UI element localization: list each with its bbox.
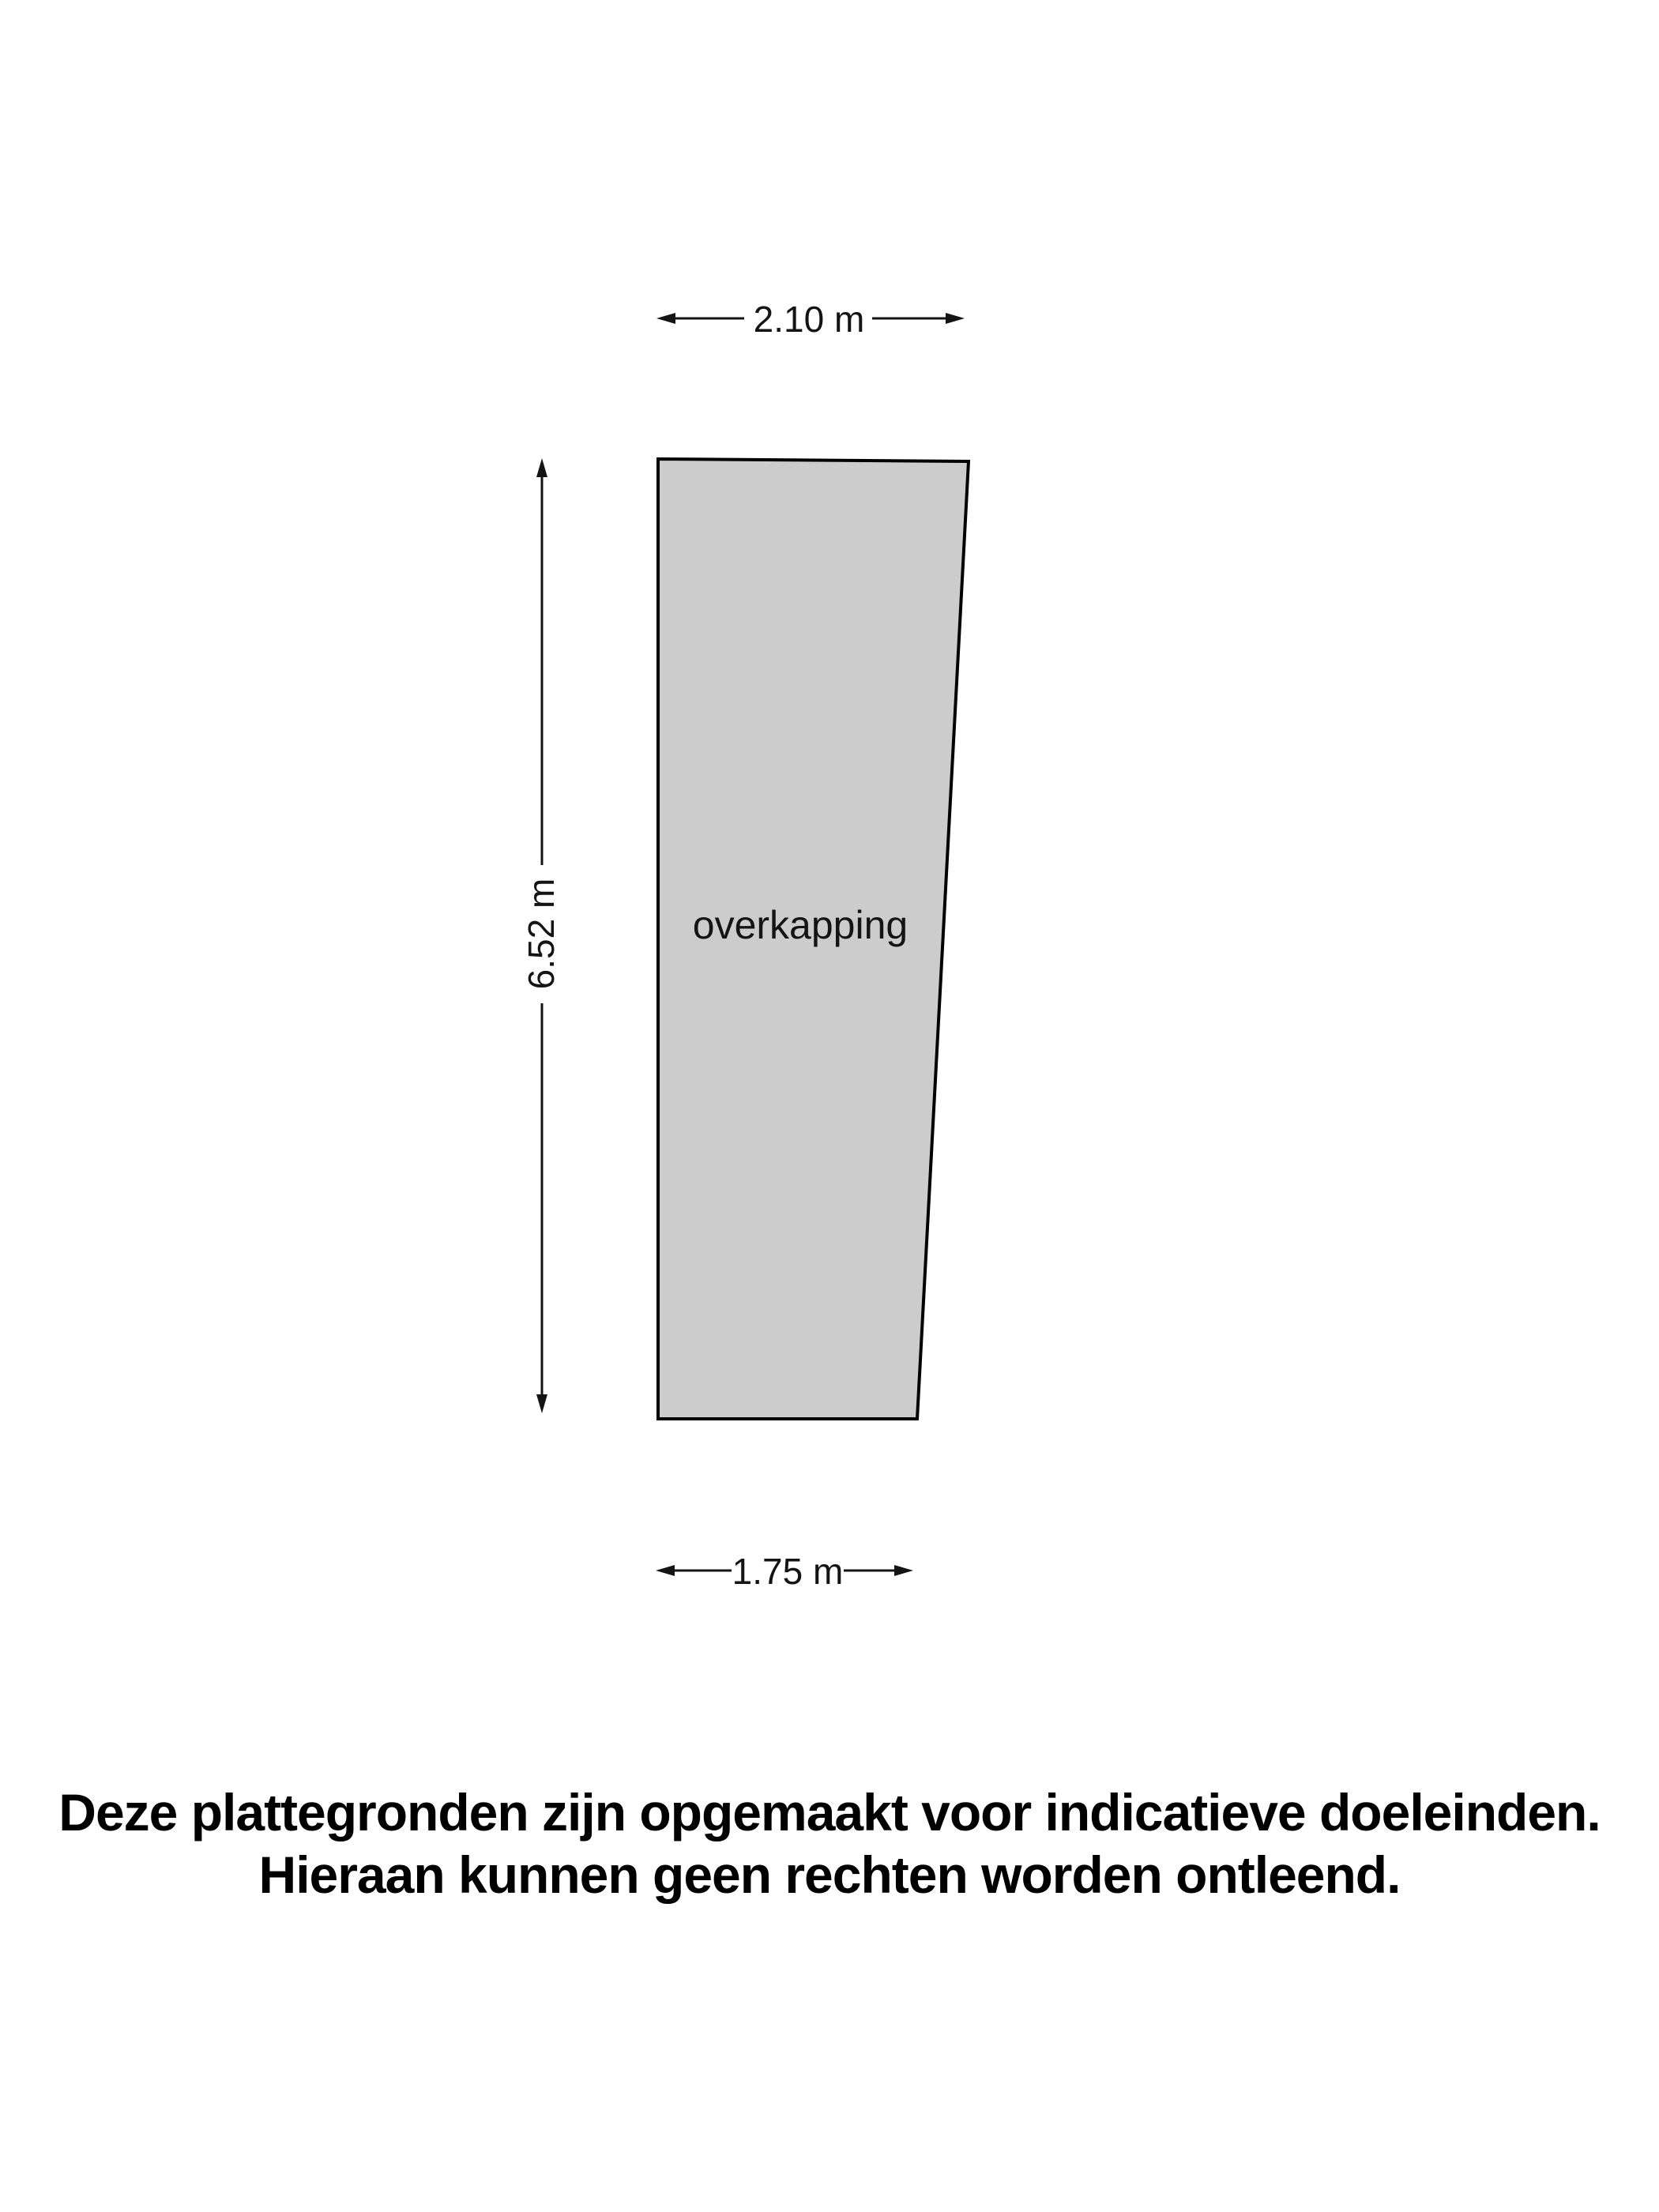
dim-arrow-right-icon [946,313,965,324]
dim-arrow-left-icon [656,1565,675,1576]
room-overkapping-shape [658,459,969,1419]
room-label: overkapping [693,903,908,947]
dimension-left: 6.52 m [521,458,562,1413]
dim-arrow-down-icon [536,1394,547,1413]
disclaimer-line1: Deze plattegronden zijn opgemaakt voor i… [58,1783,1601,1841]
dimension-top-label: 2.10 m [754,299,865,340]
dimension-left-label: 6.52 m [521,878,562,990]
dimension-bottom: 1.75 m [656,1551,913,1592]
dim-arrow-up-icon [536,458,547,477]
disclaimer: Deze plattegronden zijn opgemaakt voor i… [0,1781,1659,1906]
dim-arrow-right-icon [894,1565,913,1576]
room-overkapping-outline [656,457,971,1420]
dimension-top: 2.10 m [656,299,965,340]
dim-arrow-left-icon [656,313,675,324]
dimension-bottom-label: 1.75 m [732,1551,844,1592]
disclaimer-line2: Hieraan kunnen geen rechten worden ontle… [258,1845,1401,1904]
